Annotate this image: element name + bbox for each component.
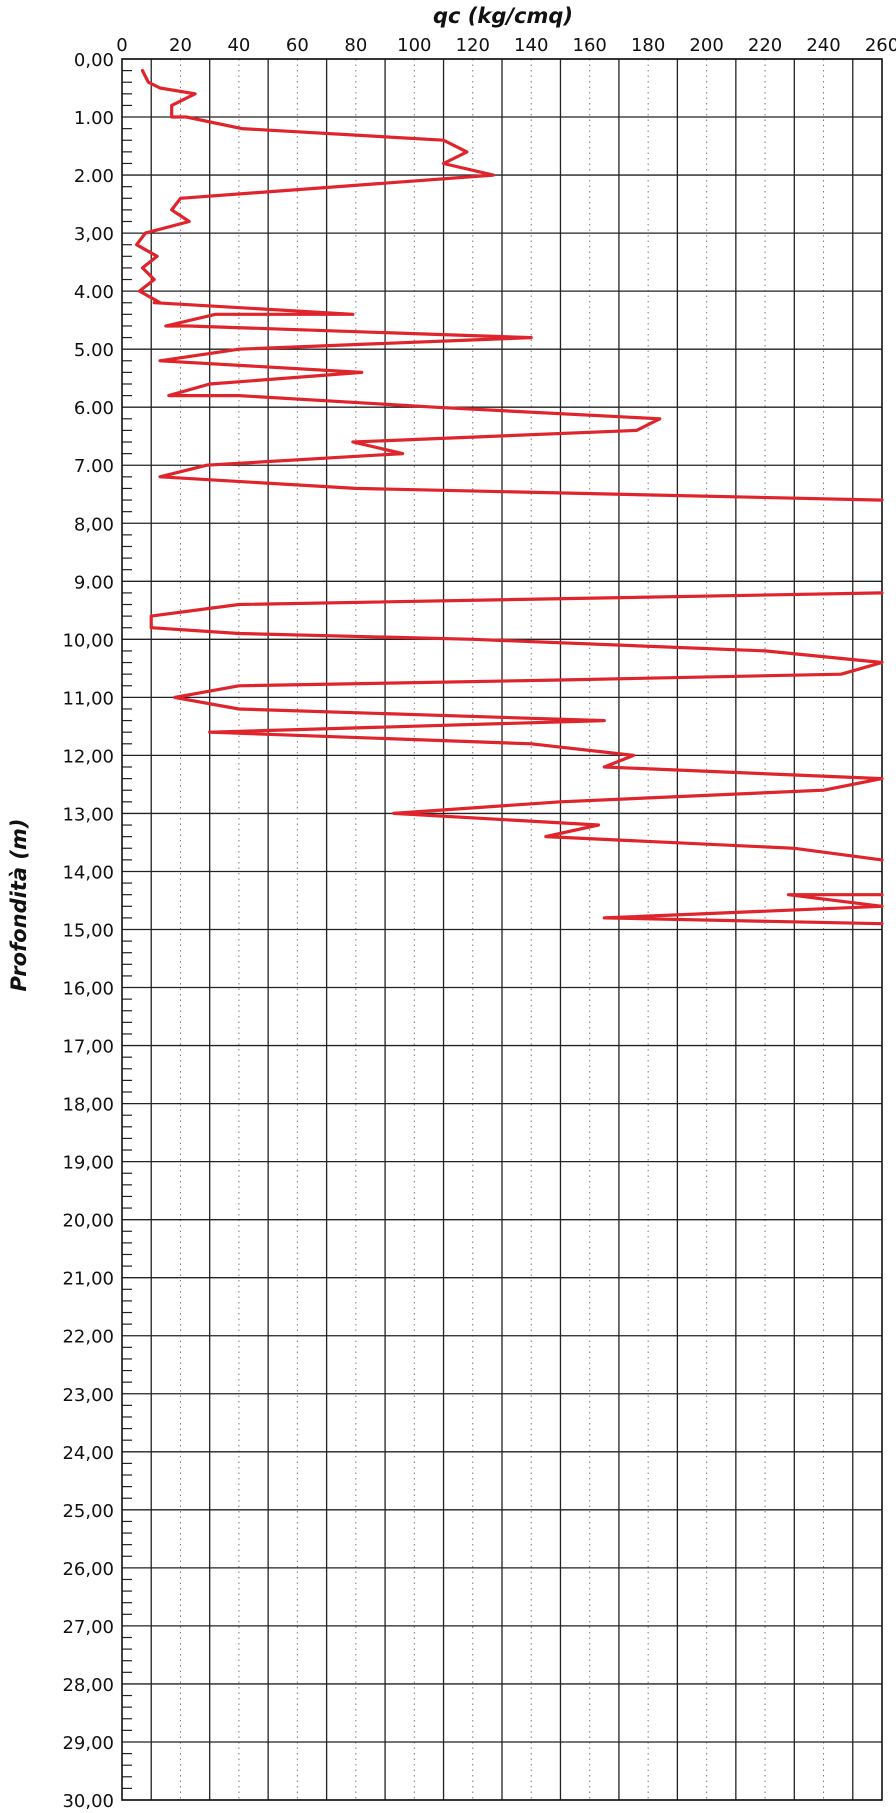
y-tick-label: 24,00	[62, 1443, 114, 1464]
y-tick-label: 16,00	[62, 979, 114, 1000]
y-tick-label: 29,00	[62, 1733, 114, 1754]
qc-profile-line-2	[149, 591, 884, 862]
x-tick-label: 120	[456, 35, 490, 56]
y-tick-labels: 0,00 1.00 2.00 3,00 4.00 5.00 6.00 7.00 8,00 9.00…	[62, 50, 114, 1812]
y-tick-label: 14,00	[62, 862, 114, 883]
y-tick-label: 12,00	[62, 746, 114, 767]
y-tick-label: 23,00	[62, 1385, 114, 1406]
qc-profile-line-1	[135, 68, 884, 502]
y-tick-label: 8,00	[74, 514, 114, 535]
y-tick-label: 10,00	[62, 630, 114, 651]
x-tick-label: 220	[748, 35, 782, 56]
y-tick-label: 15,00	[62, 921, 114, 942]
grid-layer	[121, 58, 883, 1801]
y-tick-label: 17,00	[62, 1037, 114, 1058]
x-tick-label: 180	[631, 35, 665, 56]
x-tick-label: 60	[286, 35, 309, 56]
x-tick-label: 240	[806, 35, 840, 56]
x-tick-label: 160	[573, 35, 607, 56]
y-tick-label: 25,00	[62, 1501, 114, 1522]
y-tick-label: 27,00	[62, 1617, 114, 1638]
y-tick-label: 1.00	[74, 108, 114, 129]
y-tick-label: 9.00	[74, 572, 114, 593]
plot-frame	[121, 58, 883, 1801]
qc-profile-line-3	[602, 893, 884, 926]
y-tick-label: 30,00	[62, 1791, 114, 1812]
y-axis-title: Profondità (m)	[7, 819, 31, 992]
x-tick-label: 260	[865, 35, 896, 56]
x-tick-label: 20	[169, 35, 192, 56]
y-tick-label: 2.00	[74, 166, 114, 187]
y-tick-label: 5.00	[74, 340, 114, 361]
y-tick-label: 6.00	[74, 398, 114, 419]
y-tick-label: 26,00	[62, 1559, 114, 1580]
x-tick-label: 100	[397, 35, 431, 56]
x-tick-labels: 0 20 40 60 80 100 120 140 160 180 200 220 240 260	[116, 35, 896, 56]
y-tick-label: 28,00	[62, 1675, 114, 1696]
minor-ticks-layer	[122, 70, 132, 1789]
y-tick-label: 0,00	[74, 50, 114, 71]
y-tick-label: 3,00	[74, 224, 114, 245]
y-tick-label: 21,00	[62, 1269, 114, 1290]
y-tick-label: 18,00	[62, 1095, 114, 1116]
x-axis-title: qc (kg/cmq)	[433, 4, 573, 28]
y-tick-label: 19,00	[62, 1153, 114, 1174]
series-layer	[135, 68, 884, 926]
x-tick-label: 80	[344, 35, 367, 56]
y-tick-label: 11,00	[62, 688, 114, 709]
y-tick-label: 13,00	[62, 804, 114, 825]
y-tick-label: 7.00	[74, 456, 114, 477]
x-tick-label: 200	[689, 35, 723, 56]
x-tick-label: 0	[116, 35, 127, 56]
y-tick-label: 22,00	[62, 1327, 114, 1348]
x-tick-label: 140	[514, 35, 548, 56]
y-tick-label: 20,00	[62, 1211, 114, 1232]
x-tick-label: 40	[227, 35, 250, 56]
y-tick-label: 4.00	[74, 282, 114, 303]
